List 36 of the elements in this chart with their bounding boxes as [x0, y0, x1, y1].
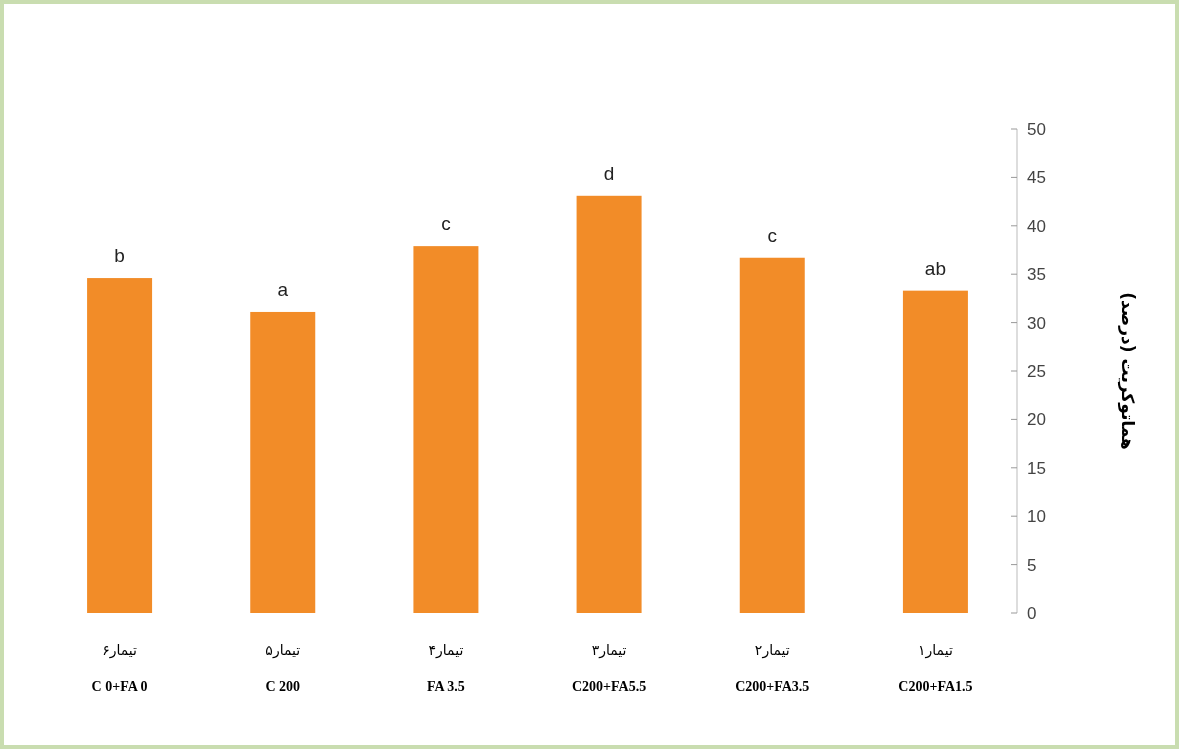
text: C200+FA3.5	[735, 679, 810, 694]
y-tick-label: 40	[1027, 216, 1046, 236]
x-tick-label: تیمار۵	[265, 642, 301, 659]
text: FA 3.5	[426, 679, 465, 694]
y-axis-title: هماتوکریت (درصد)	[1117, 292, 1138, 450]
y-tick-label: 25	[1027, 362, 1046, 381]
y-tick-label: 5	[1027, 555, 1037, 575]
y-tick-label: 30	[1027, 313, 1046, 333]
bar	[413, 246, 479, 613]
y-tick-label: 10	[1027, 507, 1046, 527]
y-tick-label: 50	[1027, 120, 1046, 139]
y-tick-label: 15	[1027, 458, 1046, 478]
bar	[739, 257, 805, 613]
x-tick-label: تیمار۶	[102, 642, 138, 659]
x-tick-label: تیمار۲	[754, 642, 790, 659]
data-label: b	[114, 245, 125, 267]
text: C200+FA1.5	[898, 679, 973, 694]
x-tick-label: تیمار۱	[918, 642, 953, 659]
data-label: c	[441, 213, 451, 235]
y-tick-label: 0	[1027, 604, 1037, 623]
bar	[87, 278, 153, 613]
x-tick-label: تیمار۴	[428, 642, 464, 659]
bar	[250, 311, 316, 613]
text: C200+FA5.5	[571, 679, 647, 694]
y-tick-label: 45	[1027, 168, 1046, 188]
x-tick-label: تیمار۳	[591, 642, 627, 659]
bar	[902, 290, 968, 613]
data-label: d	[603, 162, 615, 184]
y-tick-label: 20	[1027, 410, 1046, 430]
y-tick-label: 35	[1027, 265, 1046, 285]
data-label: a	[277, 278, 289, 300]
text: C 200	[265, 679, 301, 694]
data-label: ab	[924, 257, 946, 279]
data-label: c	[767, 224, 777, 246]
text: C 0+FA 0	[91, 679, 148, 694]
bar	[576, 195, 642, 613]
